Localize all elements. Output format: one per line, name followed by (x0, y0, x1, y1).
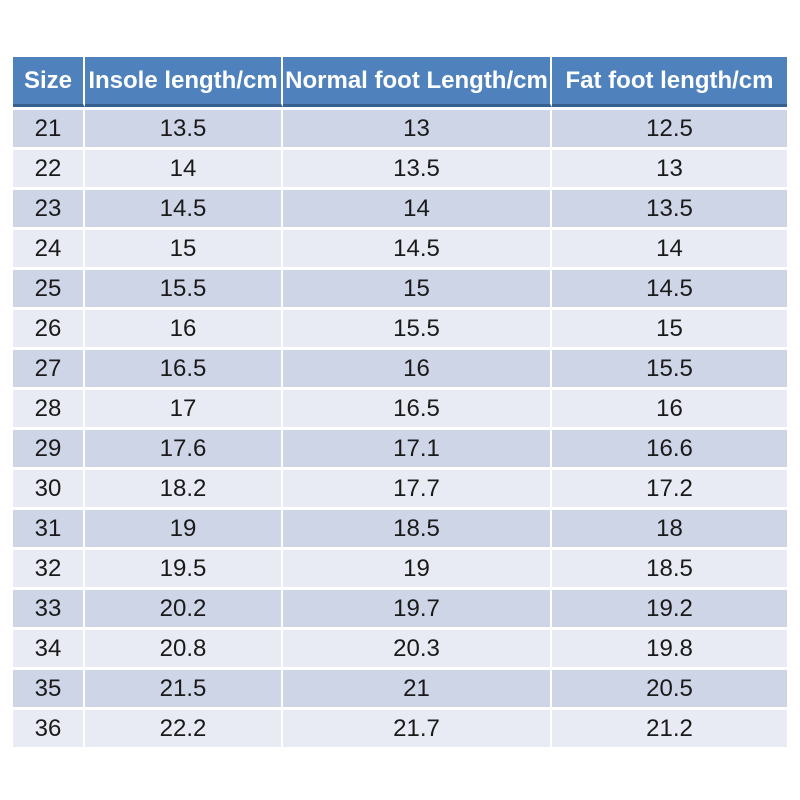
value-cell: 15.5 (283, 307, 552, 347)
value-cell: 20.3 (283, 627, 552, 667)
value-cell: 18.2 (85, 467, 283, 507)
value-cell: 18 (552, 507, 787, 547)
size-cell: 32 (13, 547, 85, 587)
value-cell: 17.7 (283, 467, 552, 507)
size-cell: 30 (13, 467, 85, 507)
value-cell: 19.7 (283, 587, 552, 627)
size-cell: 29 (13, 427, 85, 467)
column-header: Normal foot Length/cm (283, 57, 552, 107)
table-row: 26 16 15.5 15 (13, 307, 787, 347)
table-row: 24 15 14.5 14 (13, 227, 787, 267)
size-cell: 27 (13, 347, 85, 387)
value-cell: 21 (283, 667, 552, 707)
value-cell: 13.5 (283, 147, 552, 187)
value-cell: 14.5 (85, 187, 283, 227)
size-cell: 34 (13, 627, 85, 667)
value-cell: 17.1 (283, 427, 552, 467)
table-row: 22 14 13.5 13 (13, 147, 787, 187)
table-row: 34 20.8 20.3 19.8 (13, 627, 787, 667)
value-cell: 14 (552, 227, 787, 267)
value-cell: 19.5 (85, 547, 283, 587)
size-cell: 26 (13, 307, 85, 347)
value-cell: 17.6 (85, 427, 283, 467)
value-cell: 16 (552, 387, 787, 427)
table-row: 35 21.5 21 20.5 (13, 667, 787, 707)
value-cell: 14.5 (283, 227, 552, 267)
table-row: 25 15.5 15 14.5 (13, 267, 787, 307)
value-cell: 15 (552, 307, 787, 347)
table-row: 36 22.2 21.7 21.2 (13, 707, 787, 747)
value-cell: 15.5 (85, 267, 283, 307)
value-cell: 15 (283, 267, 552, 307)
value-cell: 13.5 (85, 107, 283, 147)
size-cell: 23 (13, 187, 85, 227)
table-row: 32 19.5 19 18.5 (13, 547, 787, 587)
table-row: 33 20.2 19.7 19.2 (13, 587, 787, 627)
value-cell: 14 (85, 147, 283, 187)
value-cell: 18.5 (552, 547, 787, 587)
table-row: 30 18.2 17.7 17.2 (13, 467, 787, 507)
value-cell: 12.5 (552, 107, 787, 147)
value-cell: 13 (552, 147, 787, 187)
value-cell: 16.5 (85, 347, 283, 387)
value-cell: 21.5 (85, 667, 283, 707)
value-cell: 13.5 (552, 187, 787, 227)
value-cell: 15.5 (552, 347, 787, 387)
size-chart-table: Size Insole length/cm Normal foot Length/c… (13, 57, 787, 747)
size-cell: 22 (13, 147, 85, 187)
value-cell: 17.2 (552, 467, 787, 507)
value-cell: 16 (85, 307, 283, 347)
value-cell: 16.6 (552, 427, 787, 467)
table-row: 31 19 18.5 18 (13, 507, 787, 547)
value-cell: 21.7 (283, 707, 552, 747)
value-cell: 13 (283, 107, 552, 147)
value-cell: 21.2 (552, 707, 787, 747)
value-cell: 19.2 (552, 587, 787, 627)
size-cell: 31 (13, 507, 85, 547)
size-cell: 28 (13, 387, 85, 427)
value-cell: 16 (283, 347, 552, 387)
size-cell: 35 (13, 667, 85, 707)
table-row: 27 16.5 16 15.5 (13, 347, 787, 387)
value-cell: 16.5 (283, 387, 552, 427)
table-row: 23 14.5 14 13.5 (13, 187, 787, 227)
table-row: 21 13.5 13 12.5 (13, 107, 787, 147)
value-cell: 20.2 (85, 587, 283, 627)
column-header: Insole length/cm (85, 57, 283, 107)
value-cell: 14.5 (552, 267, 787, 307)
size-cell: 33 (13, 587, 85, 627)
value-cell: 20.5 (552, 667, 787, 707)
size-cell: 36 (13, 707, 85, 747)
value-cell: 19 (283, 547, 552, 587)
value-cell: 19 (85, 507, 283, 547)
value-cell: 15 (85, 227, 283, 267)
value-cell: 20.8 (85, 627, 283, 667)
table-row: 28 17 16.5 16 (13, 387, 787, 427)
column-header: Size (13, 57, 85, 107)
column-header: Fat foot length/cm (552, 57, 787, 107)
size-cell: 21 (13, 107, 85, 147)
value-cell: 17 (85, 387, 283, 427)
value-cell: 22.2 (85, 707, 283, 747)
value-cell: 19.8 (552, 627, 787, 667)
size-cell: 25 (13, 267, 85, 307)
value-cell: 18.5 (283, 507, 552, 547)
table-row: 29 17.6 17.1 16.6 (13, 427, 787, 467)
value-cell: 14 (283, 187, 552, 227)
size-cell: 24 (13, 227, 85, 267)
header-row: Size Insole length/cm Normal foot Length/c… (13, 57, 787, 107)
